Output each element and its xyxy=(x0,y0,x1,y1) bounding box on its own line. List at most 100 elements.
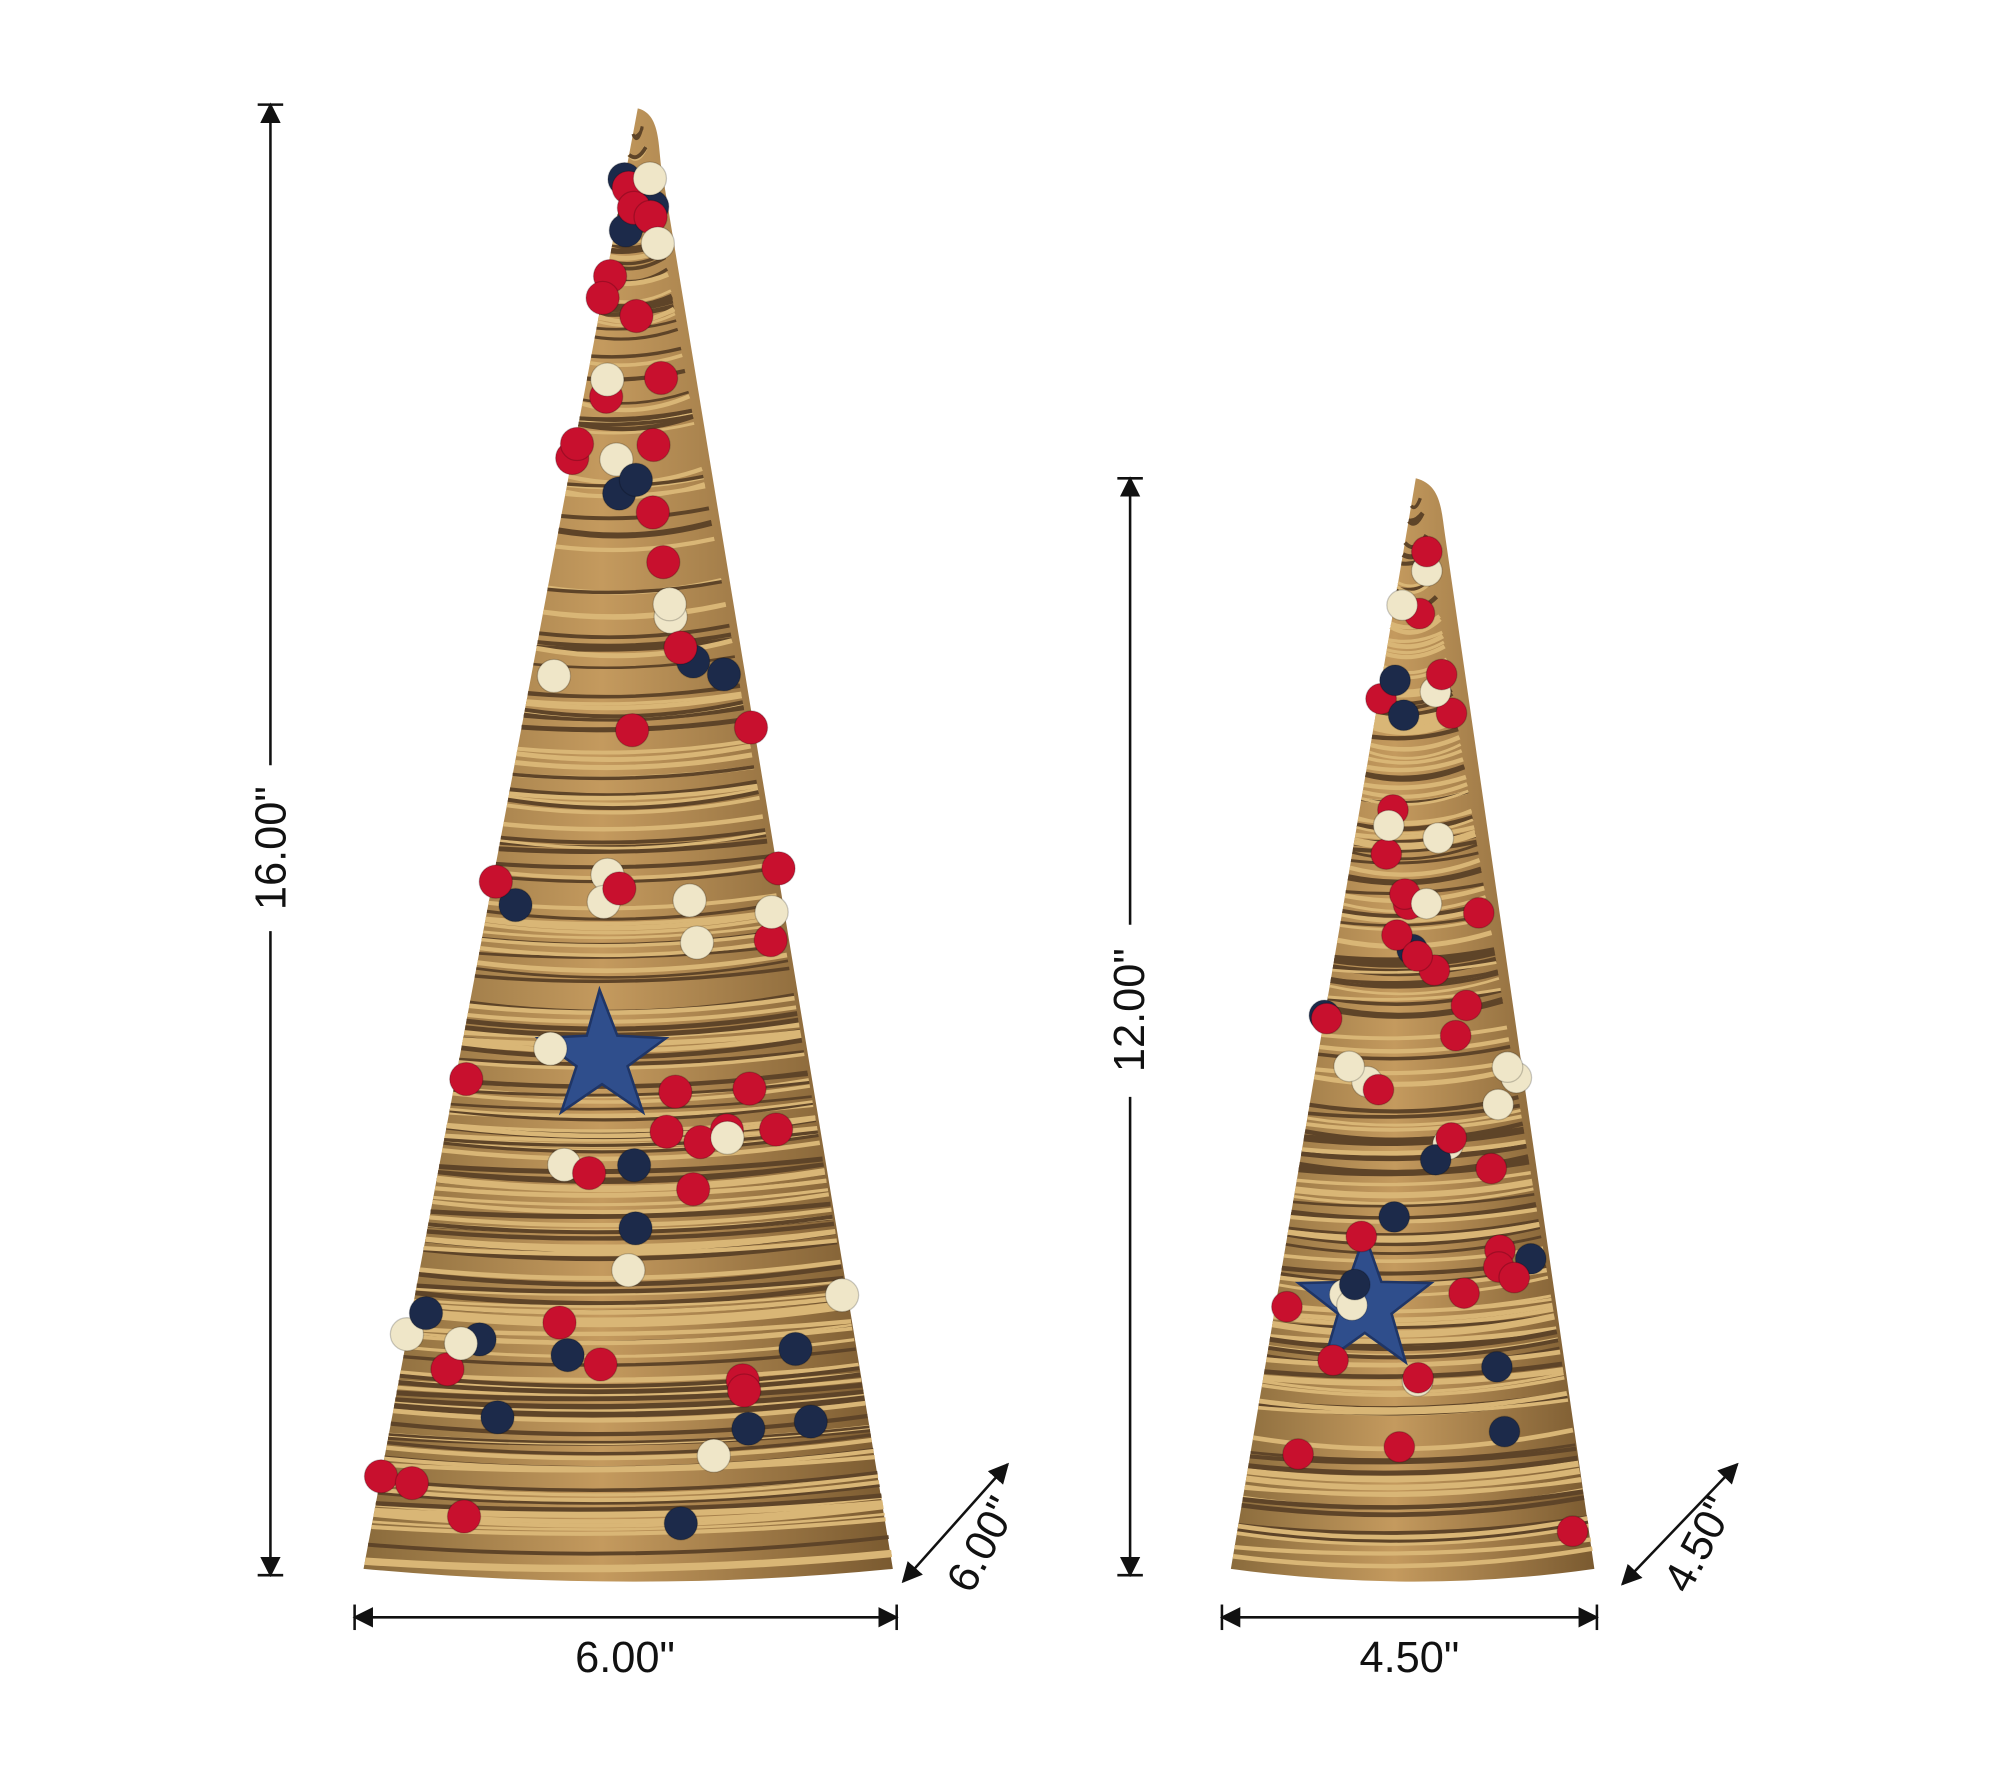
vine-strand xyxy=(527,684,741,699)
vine-strand xyxy=(466,1011,798,1032)
berry xyxy=(824,1277,860,1313)
vine-strand xyxy=(436,1168,825,1189)
berry xyxy=(1333,1050,1366,1083)
vine-strand xyxy=(395,1390,864,1410)
berry xyxy=(675,1172,711,1207)
vine-strand xyxy=(382,1454,875,1473)
vine-strand xyxy=(396,1382,863,1402)
vine-strand xyxy=(449,1100,813,1118)
vine-strand xyxy=(1304,1121,1524,1143)
berry xyxy=(1475,1152,1508,1185)
vine-strand xyxy=(1313,1066,1515,1087)
vine-strand xyxy=(507,790,759,811)
berry xyxy=(640,226,676,261)
berry xyxy=(643,360,679,396)
vine-strand xyxy=(485,909,780,926)
berry xyxy=(1370,838,1403,870)
berry xyxy=(1488,1415,1521,1448)
height-label: 12.00" xyxy=(1106,948,1154,1072)
vine-strand xyxy=(1325,1000,1504,1019)
vine-strand xyxy=(526,691,742,706)
berry xyxy=(1410,535,1443,568)
vine-strand xyxy=(367,1535,889,1556)
vine-strand xyxy=(1319,1037,1510,1054)
berry xyxy=(731,1411,766,1446)
vine-strand xyxy=(1386,640,1445,655)
vine-strand xyxy=(458,1052,805,1070)
vine-strand xyxy=(1247,1460,1579,1480)
vine-strand xyxy=(1232,1546,1593,1569)
berry xyxy=(1425,658,1458,691)
berry xyxy=(619,298,654,334)
height-label: 16.00" xyxy=(248,786,296,910)
berry xyxy=(733,710,769,745)
berry xyxy=(602,871,637,906)
vine-strand xyxy=(434,1178,827,1198)
vine-strand xyxy=(469,995,795,1015)
vine-strand xyxy=(377,1484,880,1505)
vine-strand xyxy=(555,536,715,553)
vine-strand xyxy=(399,1366,860,1388)
berry xyxy=(394,1465,430,1501)
vine-strand xyxy=(535,638,733,659)
berry xyxy=(571,1155,607,1191)
berry xyxy=(1480,1350,1513,1383)
vine-strand xyxy=(474,966,790,984)
vine-strand xyxy=(1352,839,1477,854)
vine-strand xyxy=(416,1275,844,1294)
vine-strand xyxy=(375,1494,882,1512)
vine-strand xyxy=(1300,1143,1527,1162)
vine-strand xyxy=(1287,1221,1540,1241)
vine-strand xyxy=(1365,764,1465,781)
vine-strand xyxy=(1355,825,1475,840)
vine-strand xyxy=(1388,630,1443,643)
berry xyxy=(618,1211,653,1246)
vine-strand xyxy=(476,959,789,979)
berry xyxy=(1402,1361,1435,1394)
berry xyxy=(663,1506,699,1541)
vine-strand xyxy=(1241,1495,1585,1518)
berry xyxy=(1345,1220,1378,1253)
vine-strand xyxy=(1272,1313,1555,1330)
vine-strand xyxy=(379,1474,879,1497)
vine-strand xyxy=(536,637,733,652)
vine-strand xyxy=(1370,735,1461,752)
width-label: 6.00" xyxy=(575,1634,675,1682)
vine-strand xyxy=(433,1188,829,1207)
depth-label: 4.50" xyxy=(1655,1489,1744,1600)
vine-strand xyxy=(479,939,785,958)
berry xyxy=(498,887,533,923)
berry xyxy=(611,1253,646,1288)
berry xyxy=(793,1404,828,1439)
vine-strand xyxy=(464,1017,799,1038)
vine-strand xyxy=(1408,511,1425,523)
vine-strand xyxy=(547,579,723,595)
berry xyxy=(710,1120,745,1155)
berry xyxy=(679,925,715,960)
berry xyxy=(1556,1515,1589,1548)
depth-arrow xyxy=(901,1462,1010,1584)
vine-strand xyxy=(632,127,644,138)
vine-strand xyxy=(386,1437,872,1461)
berry xyxy=(1270,1290,1303,1323)
vine-strand xyxy=(1259,1390,1568,1412)
berry xyxy=(590,362,625,397)
vine-strand xyxy=(1244,1478,1582,1496)
vine-strand xyxy=(1363,774,1467,791)
berry xyxy=(1498,1261,1531,1294)
berry xyxy=(1381,919,1413,952)
berry xyxy=(363,1459,399,1494)
vine-strand xyxy=(394,1391,864,1415)
vine-strand xyxy=(1348,866,1482,883)
berry xyxy=(1410,887,1443,920)
berry xyxy=(1372,809,1405,842)
berry xyxy=(646,544,681,580)
vine-strand xyxy=(1294,1182,1533,1199)
berry xyxy=(1386,589,1419,622)
berry xyxy=(1383,1430,1416,1463)
vine-strand xyxy=(1237,1516,1588,1540)
vine-strand xyxy=(579,408,693,422)
vine-strand xyxy=(1332,961,1497,974)
vine-strand xyxy=(1356,815,1474,832)
